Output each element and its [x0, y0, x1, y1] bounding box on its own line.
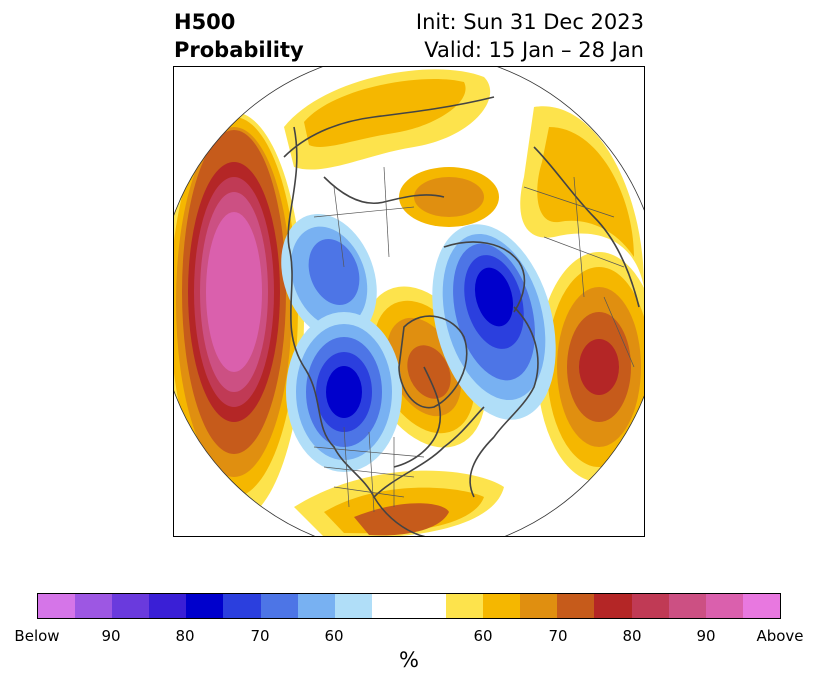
political-borders: [313, 166, 635, 513]
southern-us-above-anomaly: [294, 470, 504, 536]
probability-map: [174, 67, 644, 536]
siberia-above-anomaly: [399, 106, 644, 287]
colorbar-swatch: [742, 594, 780, 618]
colorbar-swatch: [112, 594, 150, 618]
colorbar-tick-label: 70: [250, 627, 270, 645]
title-left: H500 Probability: [174, 8, 304, 64]
colorbar-swatch: [594, 594, 632, 618]
colorbar-unit-label: %: [399, 648, 419, 672]
colorbar-swatch: [297, 594, 335, 618]
colorbar-swatch: [38, 594, 76, 618]
map-frame: [173, 66, 645, 537]
colorbar-swatch: [223, 594, 261, 618]
variable-title: H500: [174, 10, 236, 34]
colorbar-tick-label: 90: [696, 627, 716, 645]
colorbar: [37, 593, 781, 619]
init-time: Init: Sun 31 Dec 2023: [415, 10, 644, 34]
pacific-above-anomaly: [174, 112, 304, 522]
colorbar-swatch: [705, 594, 743, 618]
colorbar-swatch: [149, 594, 187, 618]
colorbar-swatch: [334, 594, 372, 618]
colorbar-tick-label: 70: [548, 627, 568, 645]
probability-fields: [174, 69, 644, 536]
title-right: Init: Sun 31 Dec 2023 Valid: 15 Jan – 28…: [416, 8, 644, 64]
colorbar-tick-label: Below: [14, 627, 60, 645]
colorbar-tick-label: 80: [175, 627, 195, 645]
western-canada-below-anomaly: [281, 214, 377, 340]
arctic-below-anomaly: [432, 224, 556, 420]
colorbar-swatch: [631, 594, 669, 618]
colorbar-swatch: [371, 594, 409, 618]
colorbar-swatch: [520, 594, 558, 618]
colorbar-tick-label: 60: [324, 627, 344, 645]
colorbar-swatch: [668, 594, 706, 618]
colorbar-swatch: [186, 594, 224, 618]
valid-range: Valid: 15 Jan – 28 Jan: [424, 38, 644, 62]
colorbar-swatch: [408, 594, 447, 618]
colorbar-tick-label: 60: [473, 627, 493, 645]
north-america-above-anomaly: [284, 69, 491, 170]
europe-above-anomaly: [537, 252, 644, 482]
coastlines: [283, 96, 640, 536]
colorbar-tick-label: 90: [101, 627, 121, 645]
colorbar-tick-label: Above: [756, 627, 804, 645]
central-us-below-anomaly: [286, 312, 402, 472]
probability-title: Probability: [174, 38, 304, 62]
colorbar-swatch: [75, 594, 113, 618]
colorbar-swatch: [557, 594, 595, 618]
colorbar-swatch: [260, 594, 298, 618]
colorbar-swatch: [446, 594, 484, 618]
colorbar-tick-label: 80: [622, 627, 642, 645]
colorbar-swatch: [483, 594, 521, 618]
